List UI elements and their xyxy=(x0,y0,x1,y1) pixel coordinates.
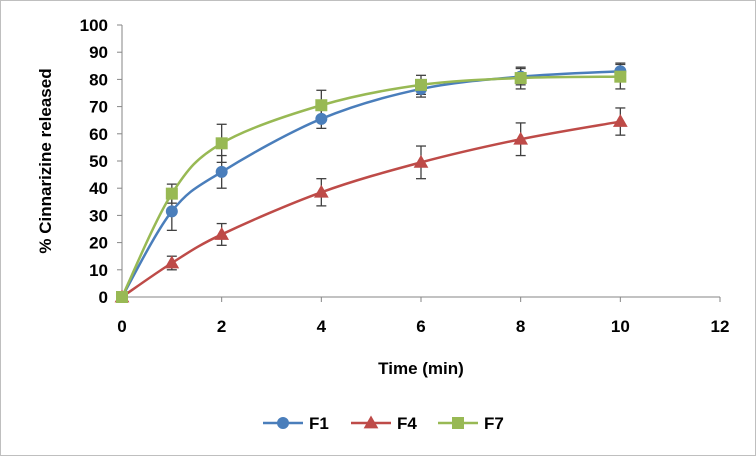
x-tick-label: 2 xyxy=(217,317,226,336)
data-point-f1 xyxy=(215,165,228,178)
data-point-f7 xyxy=(614,70,627,83)
y-tick-label: 90 xyxy=(89,43,108,62)
x-tick-label: 12 xyxy=(711,317,730,336)
legend-item-f4: F4 xyxy=(351,414,417,433)
series-layer xyxy=(114,65,628,303)
y-tick-label: 20 xyxy=(89,234,108,253)
data-point-f4 xyxy=(164,255,180,269)
data-point-f4 xyxy=(513,131,529,145)
data-point-f7 xyxy=(116,291,128,303)
x-tick-label: 8 xyxy=(516,317,525,336)
y-tick-label: 10 xyxy=(89,261,108,280)
data-point-f4 xyxy=(612,114,628,127)
data-point-f4 xyxy=(413,154,429,168)
data-point-f7 xyxy=(215,137,228,150)
legend-item-f7: F7 xyxy=(438,414,504,433)
data-point-f1 xyxy=(315,112,328,125)
error-bars-f7 xyxy=(166,63,626,204)
x-tick-label: 6 xyxy=(416,317,425,336)
x-axis-title: Time (min) xyxy=(378,359,464,378)
legend-swatch-marker xyxy=(277,417,289,429)
data-point-f7 xyxy=(315,99,328,112)
series-f1 xyxy=(116,65,627,303)
series-line-f4 xyxy=(121,120,621,299)
y-tick-label: 70 xyxy=(89,98,108,117)
series-line-f1 xyxy=(120,69,621,298)
x-tick-label: 4 xyxy=(317,317,327,336)
y-tick-label: 100 xyxy=(80,16,108,35)
legend-label: F4 xyxy=(397,414,417,433)
y-tick-label: 30 xyxy=(89,206,108,225)
x-tick-label: 10 xyxy=(611,317,630,336)
y-axis-title: % Cinnarizine released xyxy=(36,68,55,253)
y-tick-label: 50 xyxy=(89,152,108,171)
axes-layer: 0 10 20 30 40 50 60 70 80 90 100 0 2 4 6 8 10 12 xyxy=(80,16,730,336)
y-tick-label: 60 xyxy=(89,125,108,144)
legend: F1 F4 F7 xyxy=(263,414,504,433)
data-point-f7 xyxy=(165,187,178,200)
data-point-f7 xyxy=(415,78,427,91)
x-tick-label: 0 xyxy=(117,317,126,336)
y-tick-label: 40 xyxy=(89,179,108,198)
series-f4 xyxy=(114,114,628,303)
y-tick-label: 80 xyxy=(89,70,108,89)
data-point-f1 xyxy=(165,205,178,218)
series-f7 xyxy=(116,70,627,303)
data-point-f7 xyxy=(514,72,527,85)
legend-swatch-marker xyxy=(363,415,379,429)
data-point-f4 xyxy=(313,184,329,198)
legend-label: F1 xyxy=(309,414,329,433)
legend-label: F7 xyxy=(484,414,504,433)
legend-item-f1: F1 xyxy=(263,414,329,433)
y-tick-label: 0 xyxy=(99,288,108,307)
legend-swatch-marker xyxy=(452,417,464,429)
data-point-f4 xyxy=(214,226,230,240)
